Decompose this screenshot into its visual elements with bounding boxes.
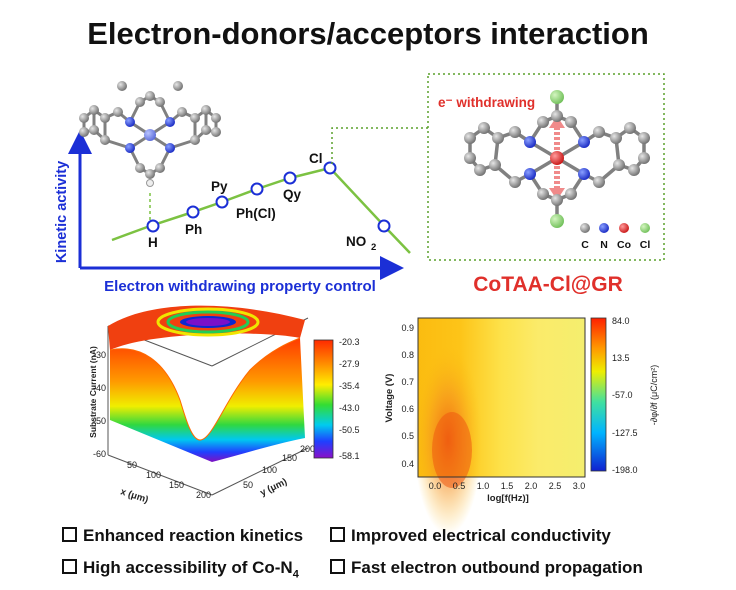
surface-cbar-2: -35.4 (339, 381, 360, 391)
contour-cbar-3: -127.5 (612, 428, 638, 438)
label-phcl: Ph(Cl) (236, 206, 276, 221)
label-no2-base: NO (346, 234, 366, 249)
activity-ylabel: Kinetic activity (54, 161, 70, 263)
checkbox-icon (330, 559, 345, 574)
point-h (146, 219, 160, 233)
surface-x-tick-3: 200 (196, 490, 211, 500)
contour-colorbar (590, 317, 607, 472)
surface-cbar-4: -50.5 (339, 425, 360, 435)
checkbox-icon (62, 527, 77, 542)
contour-y-tick-4: 0.5 (401, 431, 414, 441)
legend-co: Co (617, 239, 631, 251)
contour-x-tick-3: 1.5 (501, 481, 514, 491)
subscript-4: 4 (292, 568, 299, 581)
surface-z-tick-0: -30 (93, 350, 106, 360)
contour-y-tick-0: 0.9 (401, 323, 414, 333)
surface-zlabel: Substrate Current (nA) (88, 346, 98, 438)
legend-n: N (600, 239, 608, 251)
surface-plot: Substrate Current (nA) -30 -40 -50 -60 5… (88, 305, 360, 506)
surface-z-tick-2: -50 (93, 416, 106, 426)
surface-cbar-5: -58.1 (339, 451, 360, 461)
contour-x-tick-4: 2.0 (525, 481, 538, 491)
surface-colorbar (313, 339, 334, 459)
surface-cbar-0: -20.3 (339, 337, 360, 347)
legend-cl: Cl (640, 239, 651, 251)
product-label: CoTAA-Cl@GR (473, 273, 623, 296)
legend-n-marker (599, 223, 609, 233)
surface-y-tick-3: 200 (300, 444, 315, 454)
point-qy (283, 171, 297, 185)
label-ph: Ph (185, 222, 202, 237)
contour-x-tick-2: 1.0 (477, 481, 490, 491)
contour-y-tick-3: 0.6 (401, 404, 414, 414)
contour-colorbar-label: -∂φ/∂f (μC/cm²) (649, 365, 659, 425)
surface-x-tick-0: 50 (127, 460, 137, 470)
activity-plot: Kinetic activity Electron withdrawing pr… (54, 130, 411, 295)
surface-x-tick-1: 100 (146, 470, 161, 480)
contour-x-tick-0: 0.0 (429, 481, 442, 491)
inset-box (427, 73, 665, 261)
page-title: Electron-donors/acceptors interaction (87, 16, 649, 51)
bullet-accessibility: High accessibility of Co-N4 (62, 558, 299, 580)
point-cl (323, 161, 337, 175)
surface-z-tick-3: -60 (93, 449, 106, 459)
surface-x-tick-2: 150 (169, 480, 184, 490)
surface-xlabel: x (μm) (119, 486, 150, 505)
point-ph (186, 205, 200, 219)
contour-plot: Voltage (V) 0.9 0.8 0.7 0.6 0.5 0.4 0.0 … (384, 316, 659, 535)
legend-c-marker (580, 223, 590, 233)
label-qy: Qy (283, 187, 302, 202)
label-cl: Cl (309, 151, 323, 166)
bullet-kinetics: Enhanced reaction kinetics (62, 526, 303, 546)
label-py: Py (211, 179, 228, 194)
surface-z-tick-1: -40 (93, 383, 106, 393)
contour-ylabel: Voltage (V) (384, 374, 395, 423)
activity-xlabel: Electron withdrawing property control (104, 278, 376, 295)
contour-x-tick-6: 3.0 (573, 481, 586, 491)
label-h: H (148, 235, 158, 250)
surface-y-tick-0: 50 (243, 480, 253, 490)
contour-cbar-1: 13.5 (612, 353, 630, 363)
contour-cbar-2: -57.0 (612, 390, 633, 400)
surface-cbar-1: -27.9 (339, 359, 360, 369)
contour-cbar-4: -198.0 (612, 465, 638, 475)
surface-y-tick-2: 150 (282, 453, 297, 463)
molecule-h-illustration (79, 81, 221, 187)
point-phcl (250, 182, 264, 196)
legend-cl-marker (640, 223, 650, 233)
contour-y-tick-1: 0.8 (401, 350, 414, 360)
contour-x-tick-1: 0.5 (453, 481, 466, 491)
contour-cbar-0: 84.0 (612, 316, 630, 326)
checkbox-icon (62, 559, 77, 574)
legend-co-marker (619, 223, 629, 233)
contour-y-tick-5: 0.4 (401, 459, 414, 469)
inset-connector (331, 127, 428, 164)
bullet-propagation: Fast electron outbound propagation (330, 558, 643, 578)
legend-c: C (581, 239, 589, 251)
point-py (215, 195, 229, 209)
contour-frame (417, 317, 586, 478)
surface-cbar-3: -43.0 (339, 403, 360, 413)
atom-legend: C N Co Cl (580, 223, 650, 251)
point-no2 (377, 219, 391, 233)
surface-ylabel: y (μm) (258, 476, 288, 498)
contour-xlabel: log[f(Hz)] (487, 493, 529, 504)
checkbox-icon (330, 527, 345, 542)
inset-molecule-cl: e⁻ withdrawing (438, 90, 650, 251)
withdrawing-annotation: e⁻ withdrawing (438, 95, 535, 110)
contour-y-tick-2: 0.7 (401, 377, 414, 387)
contour-x-tick-5: 2.5 (549, 481, 562, 491)
surface-y-tick-1: 100 (262, 465, 277, 475)
label-no2-sub: 2 (371, 242, 376, 253)
bullet-conductivity: Improved electrical conductivity (330, 526, 611, 546)
